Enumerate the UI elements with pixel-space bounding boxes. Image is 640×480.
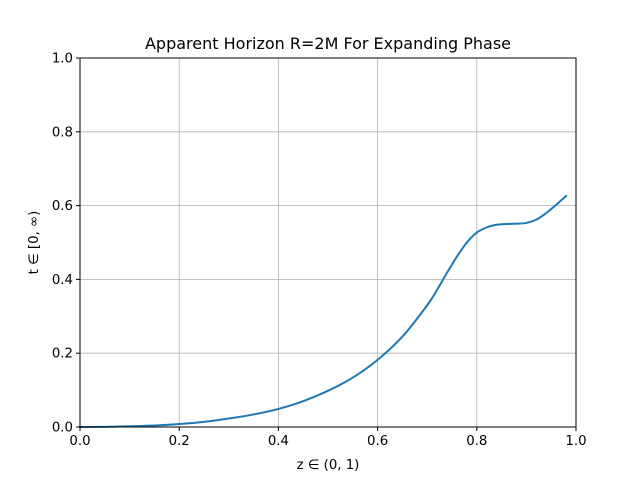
y-axis-label: t ∈ [0, ∞) [27, 211, 42, 275]
x-axis-label: z ∈ (0, 1) [297, 458, 360, 473]
y-tick-label: 0.6 [52, 199, 73, 214]
y-tick-label: 1.0 [52, 52, 73, 67]
axes-frame [79, 57, 577, 428]
series-line [78, 194, 568, 429]
x-tick-label: 1.0 [565, 434, 586, 449]
ticks: 0.0 0.2 0.4 0.6 0.8 1.0 0.0 0.2 0.4 0.6 0.8 1.0 [52, 52, 587, 450]
x-tick-label: 0.8 [466, 434, 487, 449]
x-tick-label: 0.6 [367, 434, 388, 449]
x-tick-label: 0.2 [169, 434, 190, 449]
y-tick-label: 0.2 [52, 347, 73, 362]
y-tick-label: 0.4 [52, 273, 73, 288]
x-tick-label: 0.4 [268, 434, 289, 449]
y-tick-label: 0.0 [52, 421, 73, 436]
series-layer [78, 194, 568, 429]
y-tick-label: 0.8 [52, 125, 73, 140]
x-tick-label: 0.0 [69, 434, 90, 449]
chart-title: Apparent Horizon R=2M For Expanding Phas… [145, 34, 511, 53]
